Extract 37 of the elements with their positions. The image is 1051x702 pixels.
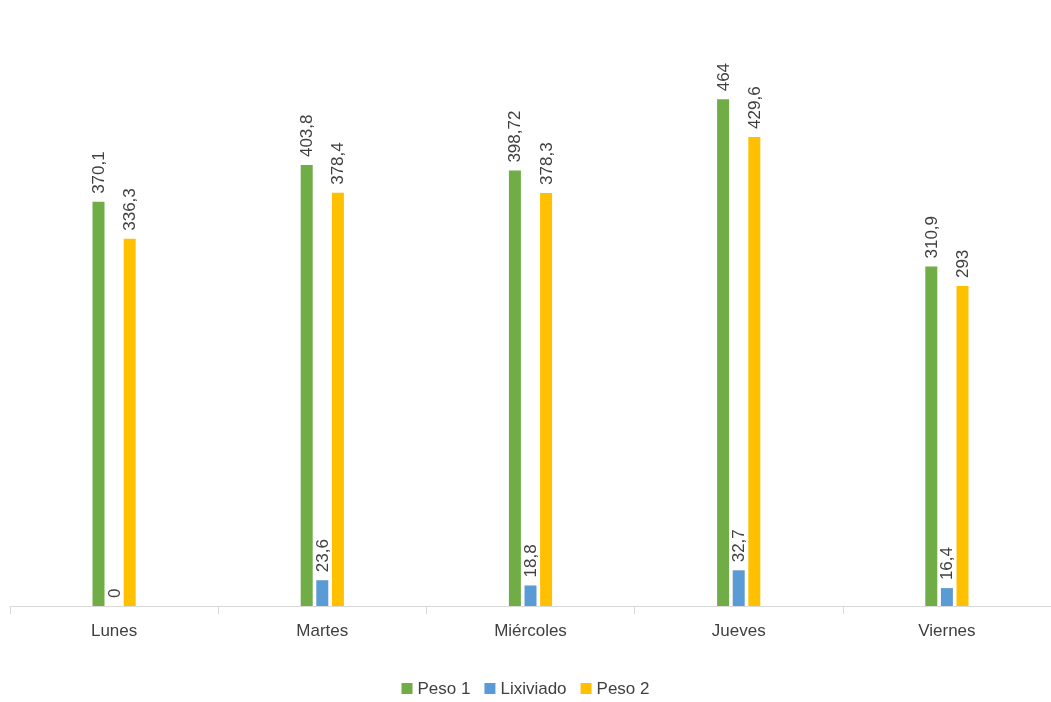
bar <box>331 192 344 606</box>
bar <box>92 201 105 606</box>
bar <box>732 570 745 606</box>
data-label: 398,72 <box>505 110 525 163</box>
bar <box>540 192 553 606</box>
data-label: 310,9 <box>921 215 941 259</box>
data-label: 378,4 <box>328 142 348 185</box>
data-label: 403,8 <box>297 114 317 158</box>
x-tick-label: Viernes <box>918 621 976 640</box>
data-label: 32,7 <box>729 529 749 563</box>
legend-label: Peso 2 <box>596 679 650 698</box>
data-label: 18,8 <box>521 544 540 578</box>
bar <box>925 266 938 606</box>
x-tick-label: Martes <box>296 621 349 640</box>
data-label: 16,4 <box>937 547 957 581</box>
bar <box>524 585 537 606</box>
bar <box>316 580 329 606</box>
x-tick-label: Lunes <box>90 621 138 640</box>
data-label: 293 <box>953 249 972 279</box>
bar <box>748 136 761 606</box>
data-label: 370,1 <box>89 151 108 194</box>
bar <box>123 238 136 606</box>
data-label: 23,6 <box>312 539 332 573</box>
bar <box>940 588 953 606</box>
legend-label: Peso 1 <box>417 679 471 698</box>
data-label: 336,3 <box>120 188 140 231</box>
bar <box>508 170 521 606</box>
x-tick-label: Jueves <box>711 621 766 640</box>
data-label: 429,6 <box>744 86 764 129</box>
bar <box>956 286 969 606</box>
data-label: 378,3 <box>536 142 556 185</box>
bar <box>717 99 730 606</box>
x-tick-label: Miércoles <box>494 621 567 640</box>
bar <box>300 165 313 606</box>
data-label: 464 <box>713 62 733 92</box>
data-label: 0 <box>104 588 124 598</box>
legend-label: Lixiviado <box>500 679 567 698</box>
